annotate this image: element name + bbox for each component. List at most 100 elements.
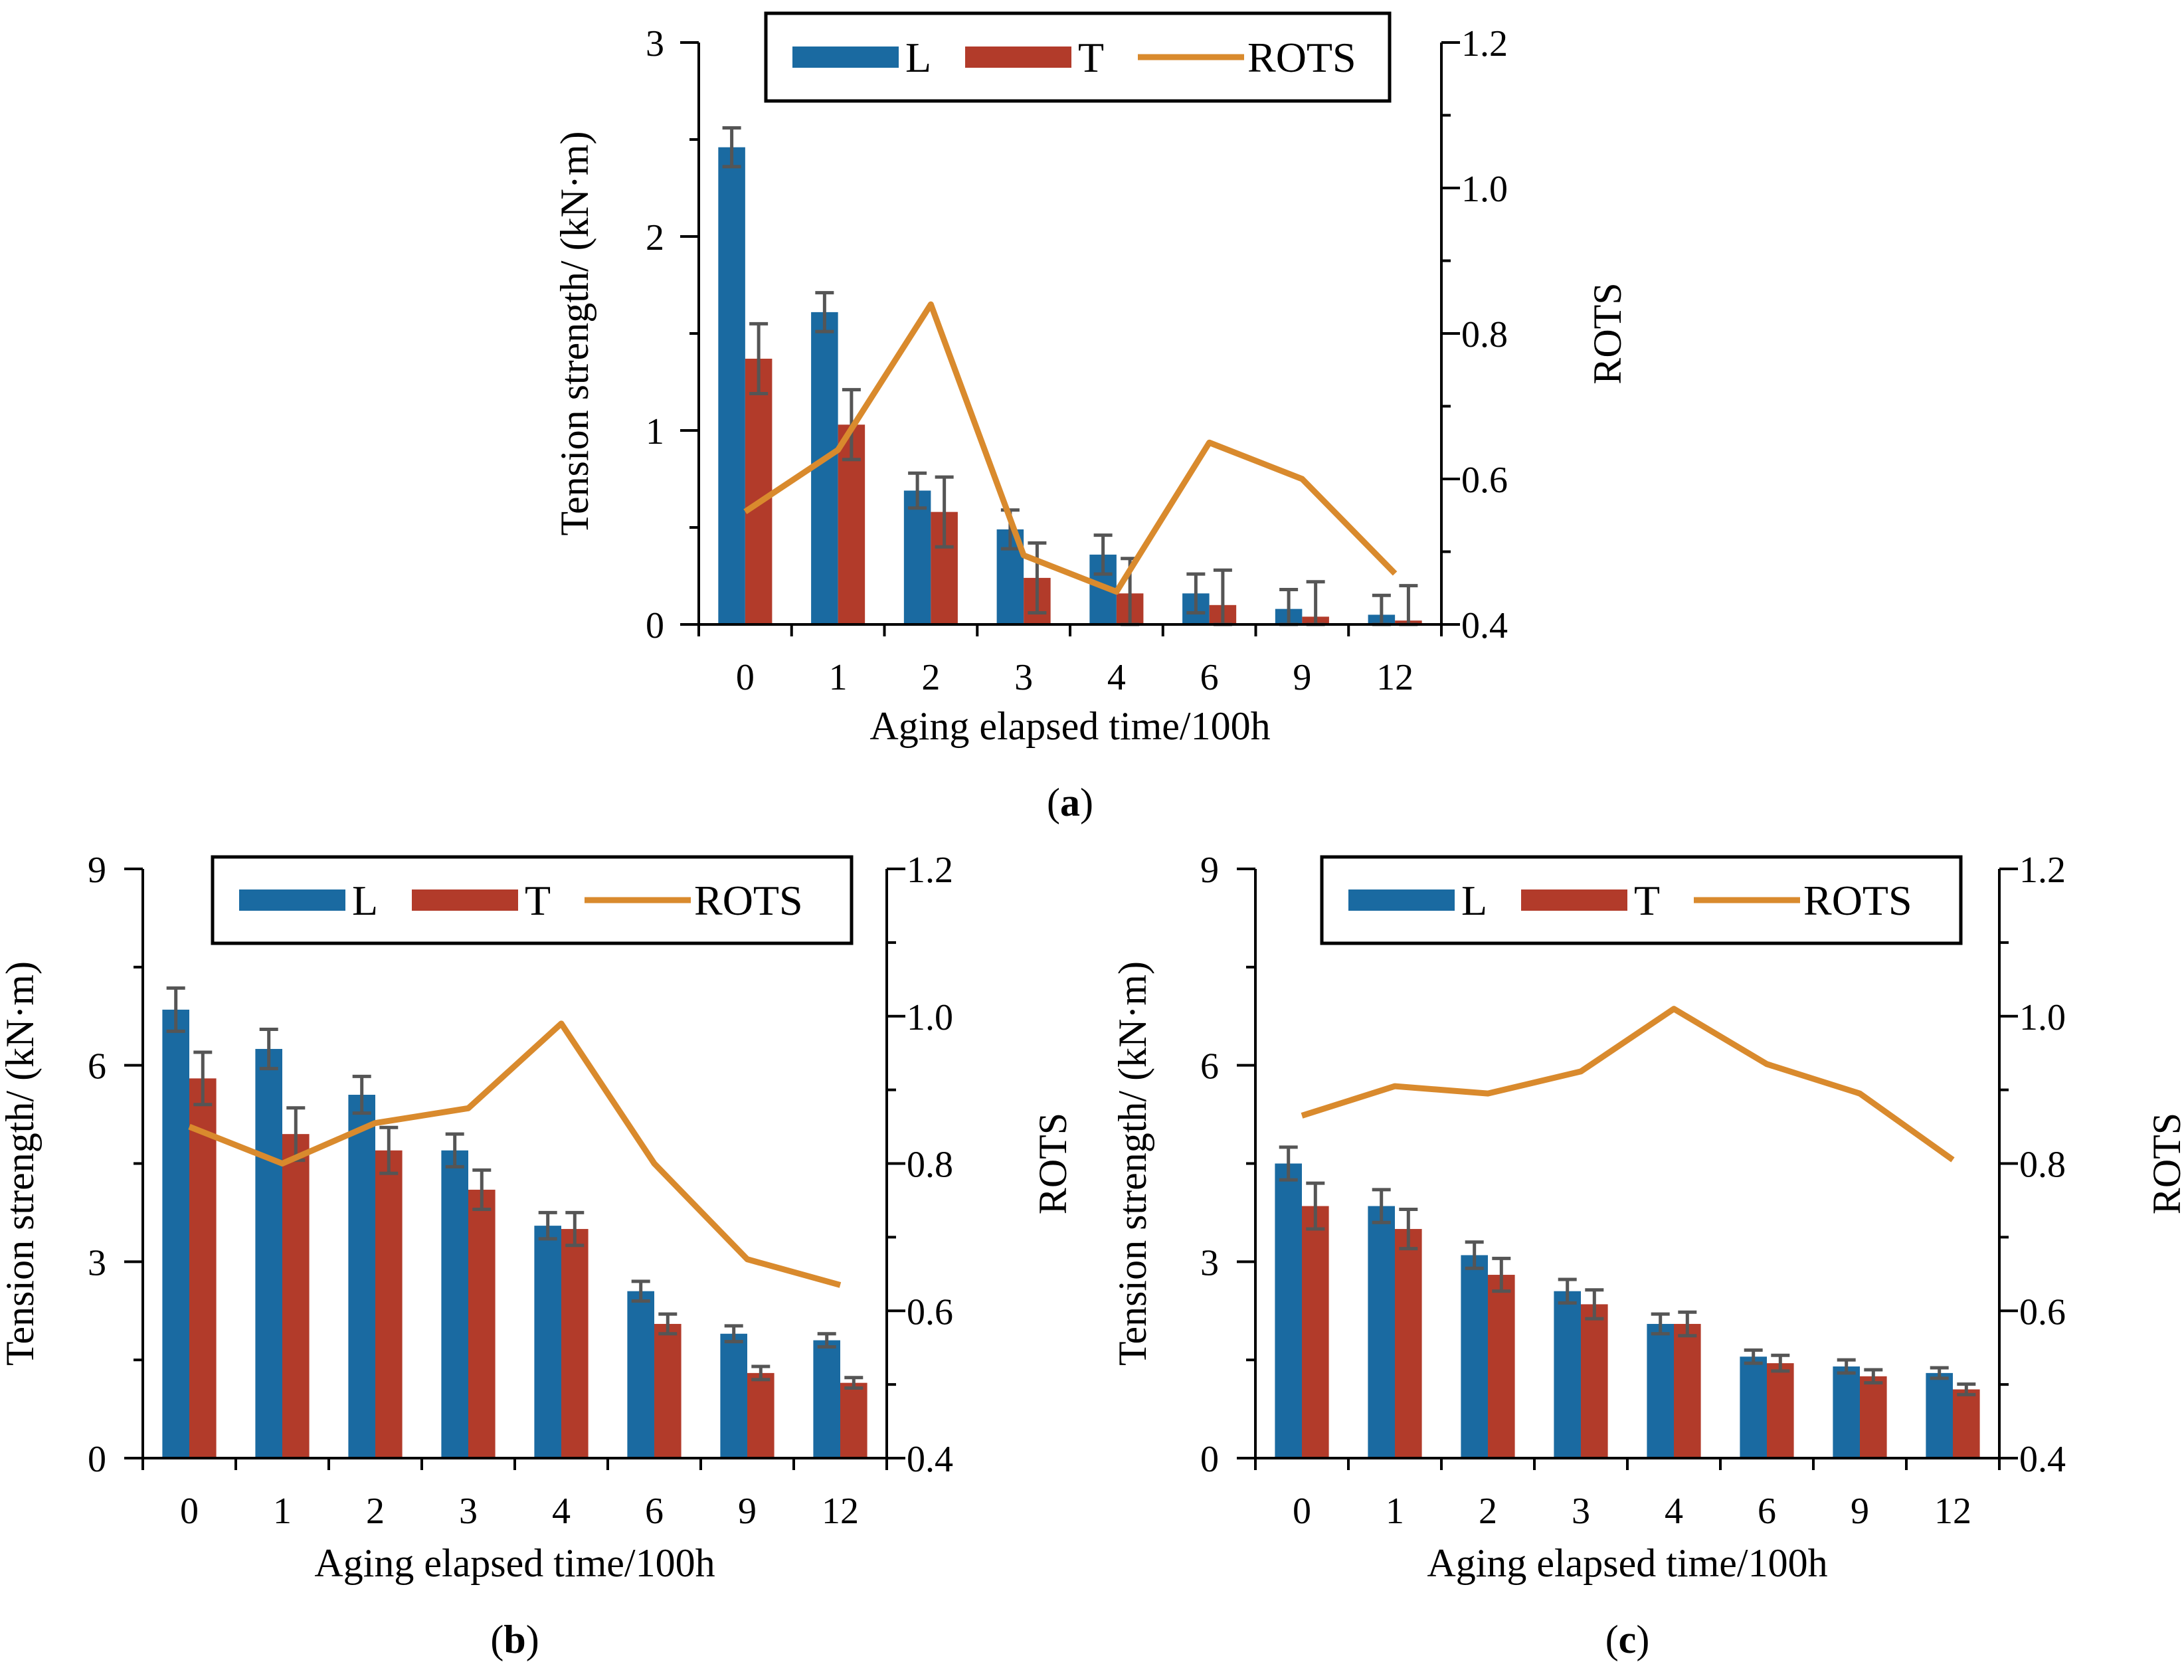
bar-L-1 (255, 1049, 282, 1458)
rots-line (743, 301, 1398, 595)
panel-caption-letter: c (1619, 1618, 1637, 1661)
x-tick-label: 9 (1851, 1491, 1869, 1532)
x-axis-title: Aging elapsed time/100h (314, 1541, 715, 1585)
bar-L-6 (1740, 1356, 1767, 1458)
bar-T-12 (840, 1382, 867, 1458)
legend-label-L: L (905, 34, 931, 81)
x-axis-title: Aging elapsed time/100h (869, 704, 1270, 748)
y2-tick-label: 1.2 (907, 850, 953, 891)
y2-tick-label: 1.0 (2019, 997, 2066, 1038)
x-tick-label: 4 (1665, 1491, 1683, 1532)
y-axis-title: Tension strength/ (kN·m) (0, 961, 42, 1366)
y2-tick-label: 0.6 (907, 1291, 953, 1333)
bar-T-4 (1674, 1323, 1701, 1458)
x-tick-label: 2 (1479, 1491, 1497, 1532)
bar-T-9 (747, 1372, 774, 1458)
y2-tick-label: 1.2 (1461, 23, 1508, 64)
bar-T-1 (282, 1134, 310, 1458)
y2-tick-label: 0.8 (907, 1145, 953, 1186)
bar-L-12 (1926, 1372, 1953, 1458)
y2-axis-title: ROTS (2145, 1113, 2184, 1214)
y2-tick-label: 0.4 (907, 1439, 953, 1480)
x-tick-label: 6 (645, 1491, 664, 1532)
bar-L-12 (813, 1340, 840, 1458)
bar-T-4 (561, 1229, 589, 1458)
legend-label-T: T (1634, 877, 1660, 924)
legend-label-T: T (1078, 34, 1104, 81)
y-tick-label: 9 (1200, 850, 1219, 891)
bar-T-6 (1767, 1363, 1794, 1458)
y-tick-label: 2 (646, 217, 664, 258)
x-tick-label: 1 (829, 657, 848, 698)
x-tick-label: 3 (1014, 657, 1033, 698)
bar-T-2 (375, 1150, 403, 1458)
bar-L-1 (1368, 1206, 1395, 1458)
bar-T-3 (468, 1189, 496, 1458)
legend-label-ROTS: ROTS (1803, 877, 1912, 924)
x-tick-label: 6 (1200, 657, 1219, 698)
y-axis-title: Tension strength/ (kN·m) (553, 131, 596, 535)
y2-axis-title: ROTS (1031, 1113, 1075, 1214)
legend: L T ROTS (211, 855, 854, 945)
y2-tick-label: 1.0 (1461, 169, 1508, 210)
panel-caption: (c) (1605, 1618, 1650, 1661)
bar-L-0 (718, 147, 745, 624)
x-tick-label: 0 (1293, 1491, 1311, 1532)
bar-T-12 (1953, 1389, 1980, 1458)
x-tick-label: 9 (738, 1491, 757, 1532)
legend-label-L: L (352, 877, 378, 924)
bar-T-0 (745, 358, 773, 624)
x-tick-label: 12 (1934, 1491, 1971, 1532)
x-tick-label: 4 (1107, 657, 1126, 698)
bar-L-6 (627, 1291, 654, 1458)
x-tick-label: 3 (459, 1491, 478, 1532)
x-tick-label: 6 (1758, 1491, 1776, 1532)
bar-L-0 (162, 1009, 189, 1458)
panel-caption: (b) (490, 1618, 539, 1661)
bar-T-2 (1488, 1275, 1515, 1458)
x-tick-label: 0 (736, 657, 755, 698)
x-tick-label: 4 (552, 1491, 571, 1532)
legend-label-ROTS: ROTS (1247, 34, 1356, 81)
y-tick-label: 9 (88, 850, 106, 891)
bar-T-0 (1302, 1206, 1329, 1458)
x-tick-label: 12 (822, 1491, 859, 1532)
legend-swatch-T (1521, 889, 1627, 911)
x-tick-label: 3 (1572, 1491, 1590, 1532)
y-tick-label: 0 (1200, 1439, 1219, 1480)
x-tick-label: 0 (180, 1491, 199, 1532)
legend: L T ROTS (764, 11, 1392, 103)
x-axis-title: Aging elapsed time/100h (1427, 1541, 1827, 1585)
y-tick-label: 3 (88, 1242, 106, 1283)
bar-L-9 (720, 1333, 747, 1458)
legend-swatch-T (965, 47, 1071, 68)
y-axis-title: Tension strength/ (kN·m) (1111, 961, 1154, 1366)
legend-swatch-T (412, 889, 518, 911)
bar-T-9 (1860, 1376, 1887, 1458)
legend-swatch-L (239, 889, 345, 911)
y2-tick-label: 0.6 (2019, 1291, 2066, 1333)
bar-L-2 (903, 490, 931, 624)
x-tick-label: 2 (921, 657, 940, 698)
y2-tick-label: 1.0 (907, 997, 953, 1038)
bar-L-2 (1461, 1255, 1488, 1458)
bar-T-6 (654, 1323, 682, 1458)
bar-L-3 (1554, 1291, 1581, 1458)
x-tick-label: 2 (366, 1491, 385, 1532)
y-tick-label: 6 (1200, 1046, 1219, 1087)
bar-L-3 (441, 1150, 468, 1458)
y-tick-label: 3 (646, 23, 664, 64)
panel-caption: (a) (1047, 781, 1093, 824)
y-tick-label: 0 (88, 1439, 106, 1480)
y2-tick-label: 0.8 (1461, 314, 1508, 355)
y2-tick-label: 0.4 (2019, 1439, 2066, 1480)
legend: L T ROTS (1320, 855, 1963, 945)
y2-tick-label: 0.4 (1461, 605, 1508, 646)
legend-label-ROTS: ROTS (694, 877, 803, 924)
bar-L-9 (1833, 1366, 1860, 1458)
y-tick-label: 1 (646, 411, 664, 452)
y2-tick-label: 0.6 (1461, 460, 1508, 501)
